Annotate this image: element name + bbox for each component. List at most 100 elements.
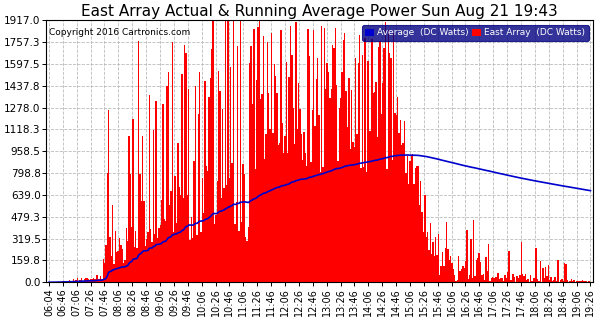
Bar [154, 234, 155, 282]
Bar [94, 279, 96, 282]
Bar [397, 97, 398, 282]
Bar [534, 278, 535, 282]
Bar [564, 263, 565, 282]
Bar [119, 238, 120, 282]
Bar [433, 242, 434, 282]
Bar [452, 269, 454, 282]
Bar [521, 242, 522, 282]
Bar [389, 53, 390, 282]
Bar [383, 48, 385, 282]
Bar [442, 252, 443, 282]
Bar [307, 29, 309, 282]
Bar [320, 172, 321, 282]
Bar [511, 280, 512, 282]
Bar [366, 172, 367, 282]
Bar [181, 74, 182, 282]
Bar [467, 279, 469, 282]
Bar [136, 248, 138, 282]
Bar [203, 212, 205, 282]
Bar [305, 153, 306, 282]
Bar [344, 34, 346, 282]
Bar [259, 21, 260, 282]
Bar [260, 100, 262, 282]
Bar [569, 281, 571, 282]
Bar [477, 258, 478, 282]
Bar [549, 280, 550, 282]
Bar [239, 20, 241, 282]
Bar [73, 279, 74, 282]
Bar [162, 104, 164, 282]
Bar [310, 162, 311, 282]
Bar [134, 247, 135, 282]
Bar [332, 45, 333, 282]
Bar [85, 278, 86, 282]
Bar [140, 201, 142, 282]
Bar [481, 275, 482, 282]
Bar [124, 260, 125, 282]
Bar [164, 219, 165, 282]
Bar [557, 260, 559, 282]
Bar [123, 263, 124, 282]
Bar [215, 215, 217, 282]
Bar [234, 224, 236, 282]
Bar [280, 30, 281, 282]
Bar [284, 136, 286, 282]
Bar [146, 239, 148, 282]
Bar [514, 276, 515, 282]
Bar [314, 126, 316, 282]
Bar [356, 134, 358, 282]
Bar [191, 217, 192, 282]
Bar [63, 281, 65, 282]
Bar [350, 149, 351, 282]
Bar [143, 201, 145, 282]
Bar [554, 277, 556, 282]
Bar [175, 175, 176, 282]
Bar [219, 91, 221, 282]
Bar [169, 205, 170, 282]
Bar [544, 278, 545, 282]
Bar [346, 91, 347, 282]
Bar [378, 47, 379, 282]
Bar [475, 276, 476, 282]
Bar [519, 275, 521, 282]
Bar [227, 20, 229, 282]
Bar [488, 244, 490, 282]
Bar [105, 244, 107, 282]
Bar [120, 245, 122, 282]
Bar [166, 85, 167, 282]
Bar [376, 82, 377, 282]
Bar [205, 81, 206, 282]
Bar [340, 98, 341, 282]
Bar [192, 238, 193, 282]
Bar [478, 253, 480, 282]
Bar [473, 220, 475, 282]
Bar [337, 161, 338, 282]
Bar [195, 86, 196, 282]
Bar [199, 72, 200, 282]
Bar [508, 251, 509, 282]
Bar [304, 132, 305, 282]
Bar [447, 249, 449, 282]
Bar [221, 198, 222, 282]
Bar [407, 156, 408, 282]
Bar [455, 281, 457, 282]
Bar [222, 109, 223, 282]
Bar [98, 279, 100, 282]
Bar [230, 68, 232, 282]
Bar [359, 35, 361, 282]
Bar [431, 254, 433, 282]
Bar [242, 164, 244, 282]
Bar [131, 227, 133, 282]
Bar [450, 256, 451, 282]
Bar [93, 278, 94, 282]
Bar [248, 227, 249, 282]
Bar [523, 276, 524, 282]
Bar [504, 275, 506, 282]
Bar [245, 237, 247, 282]
Bar [379, 41, 381, 282]
Bar [377, 137, 378, 282]
Bar [539, 261, 541, 282]
Bar [371, 39, 373, 282]
Bar [584, 281, 586, 282]
Bar [408, 184, 409, 282]
